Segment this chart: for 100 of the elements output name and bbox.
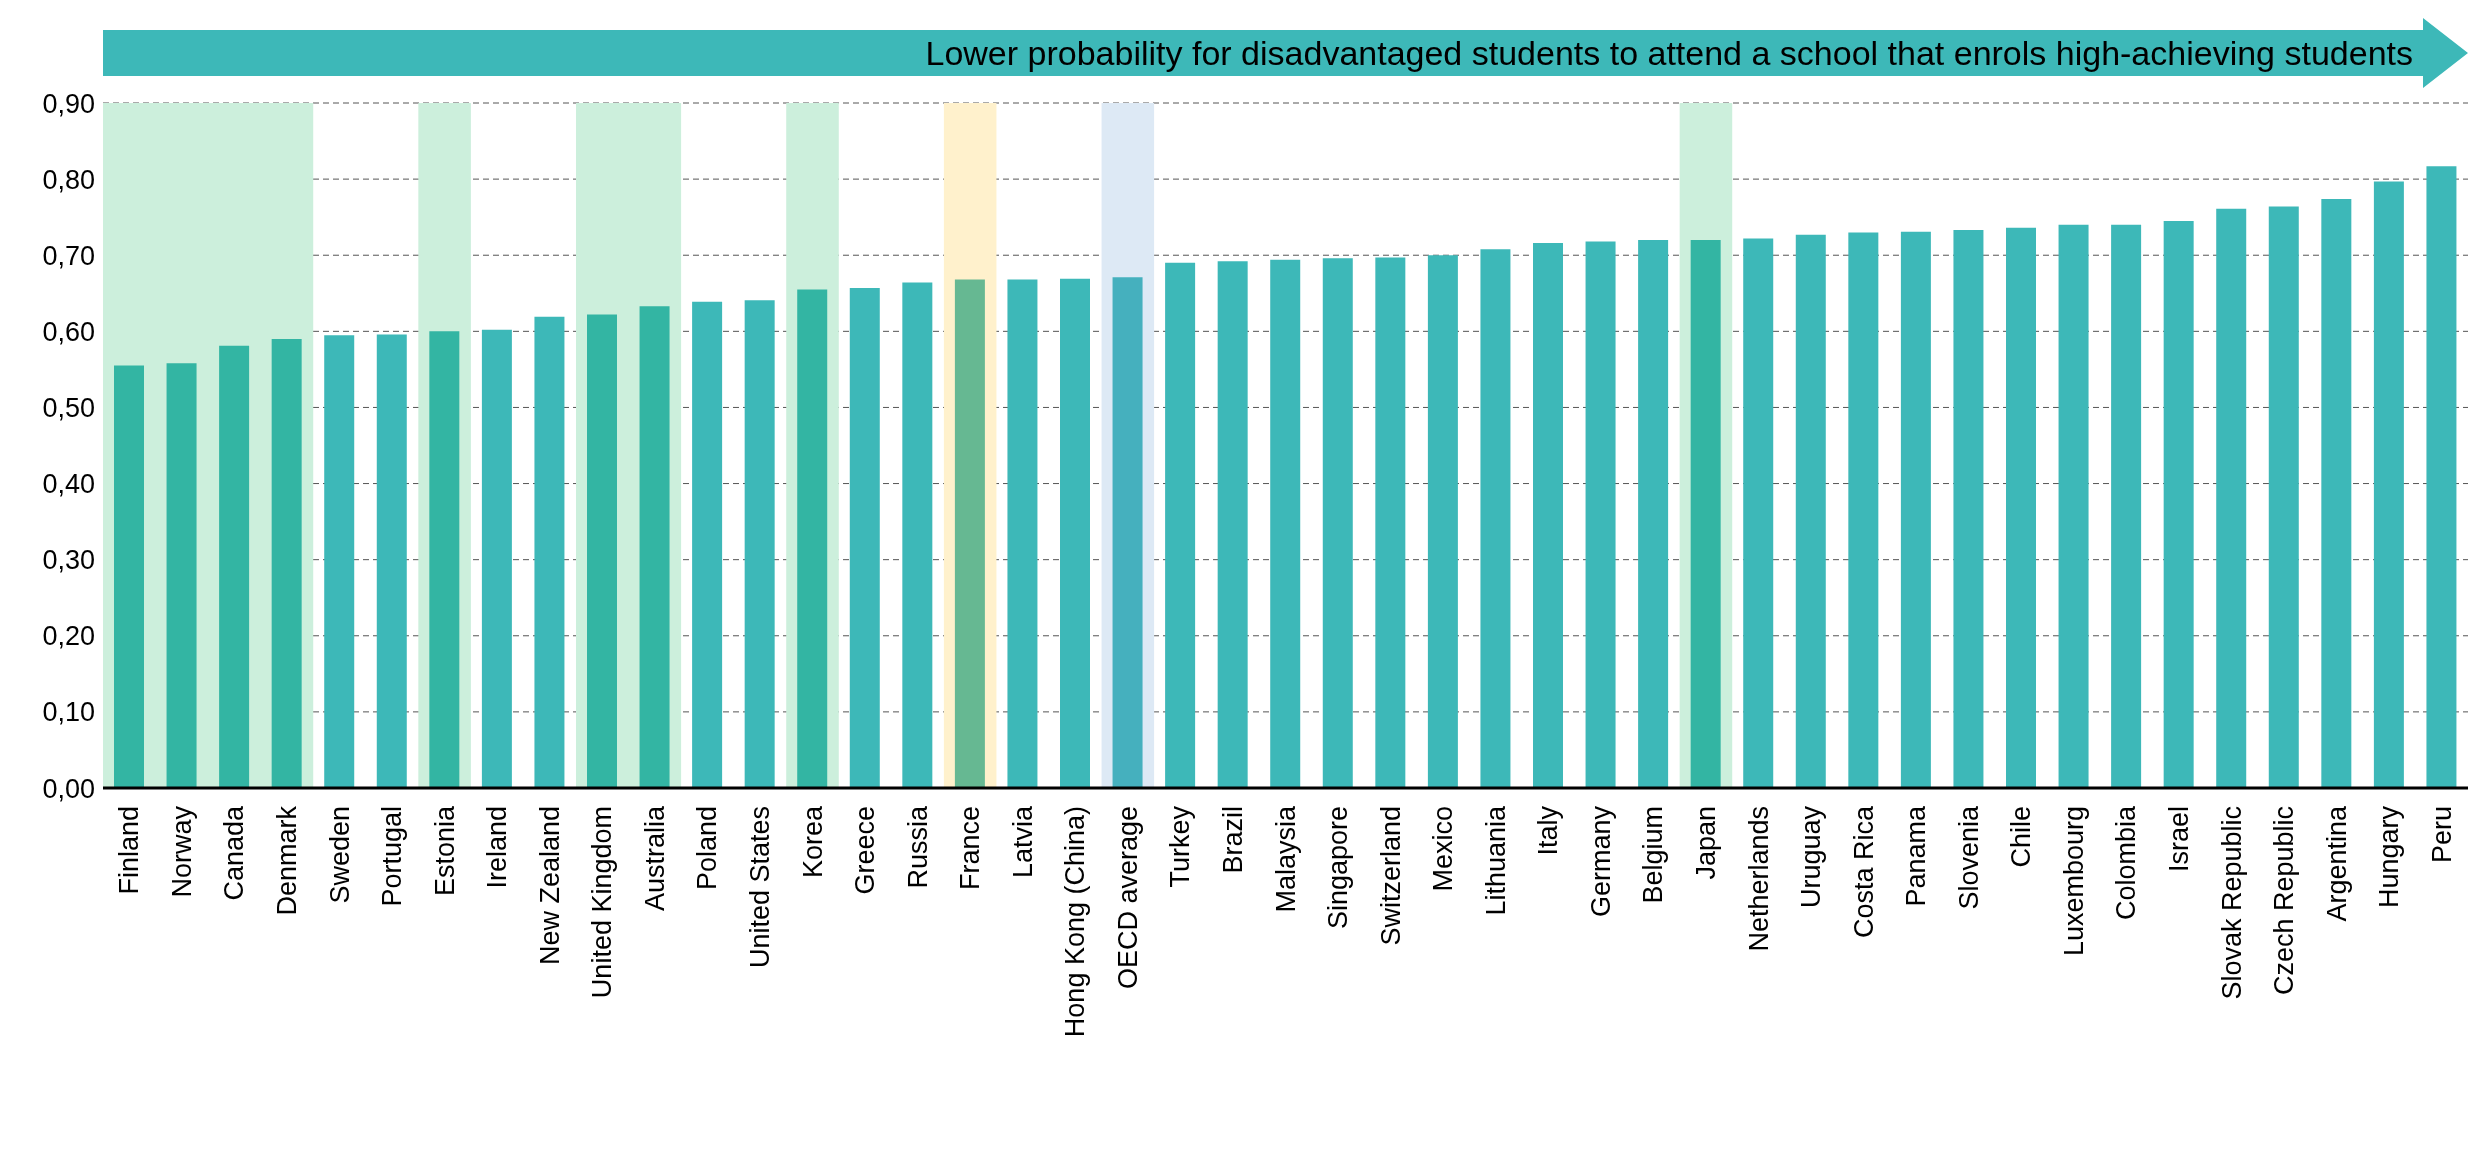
x-tick-label: Hong Kong (China) [1060,806,1091,1038]
bar [1743,238,1774,788]
y-tick-label: 0,10 [42,697,95,728]
x-tick-label: Uruguay [1796,805,1827,909]
x-tick-label: Belgium [1638,806,1669,904]
x-tick-label: Colombia [2111,805,2142,921]
bar [1165,262,1196,788]
x-tick-label: Netherlands [1743,806,1774,952]
y-tick-label: 0,90 [42,88,95,119]
bar [587,314,617,788]
bar [2268,206,2299,788]
bar [1217,261,1248,788]
x-tick-label: Latvia [1007,805,1038,879]
x-tick-label: Turkey [1165,805,1196,888]
x-tick-label: Sweden [324,806,355,904]
x-tick-label: Germany [1585,805,1616,918]
bar [1322,258,1353,788]
bar [1953,230,1984,788]
x-tick-label: Peru [2426,806,2457,864]
bar [166,363,197,788]
bar [219,345,250,788]
bar [1427,255,1458,788]
bar [1112,277,1143,788]
bar [481,329,512,788]
x-tick-label: Greece [850,806,881,895]
bar [1007,279,1038,788]
x-tick-label: United States [744,806,775,969]
x-tick-label: Portugal [377,806,408,907]
x-tick-label: Chile [2006,806,2037,868]
x-tick-label: Costa Rica [1848,805,1879,939]
x-tick-label: Japan [1690,806,1721,880]
bar [1060,278,1090,788]
x-tick-label: Slovenia [1953,805,1984,910]
bar [1375,257,1406,788]
x-tick-label: Malaysia [1270,805,1301,913]
x-tick-label: Denmark [271,805,302,916]
bar [1900,231,1931,788]
x-tick-label: Hungary [2374,805,2405,909]
x-tick-label: Switzerland [1375,806,1406,946]
x-tick-label: Mexico [1428,806,1459,892]
bar [429,331,460,788]
x-tick-label: France [955,806,986,891]
x-tick-label: Australia [639,805,670,912]
bar [1270,259,1301,788]
bar [1795,234,1826,788]
bar [2058,224,2089,788]
x-tick-label: Poland [692,806,723,891]
bar [1848,232,1879,788]
bar [1480,249,1511,788]
bar [797,289,828,788]
x-tick-label: Ireland [482,806,513,889]
y-tick-label: 0,80 [42,164,95,195]
bar [376,334,407,788]
x-tick-label: Israel [2163,806,2194,873]
bar [954,279,985,788]
bar [744,300,775,788]
x-tick-label: United Kingdom [587,806,618,999]
y-tick-label: 0,30 [42,545,95,576]
bar [902,282,933,788]
bar [2373,181,2404,788]
x-tick-label: Brazil [1217,806,1248,874]
x-tick-label: Czech Republic [2269,806,2300,996]
bar [692,301,723,788]
bar [324,335,355,788]
bar [114,365,144,788]
x-tick-label: Norway [166,805,197,898]
bar [1585,241,1616,788]
x-tick-label: New Zealand [534,806,565,966]
bar [2216,208,2247,788]
x-tick-label: Argentina [2321,805,2352,922]
x-tick-label: Canada [219,805,250,901]
bar [271,338,302,788]
bar [2321,198,2352,788]
y-tick-label: 0,70 [42,240,95,271]
bar [2111,224,2142,788]
y-tick-label: 0,50 [42,393,95,424]
x-tick-label: Korea [797,805,828,879]
x-tick-label: Lithuania [1480,805,1511,916]
x-tick-label: Luxembourg [2058,806,2089,957]
bar [534,316,565,788]
x-tick-label: OECD average [1112,806,1143,990]
y-tick-label: 0,00 [42,773,95,804]
bar [2006,227,2036,788]
x-tick-label: Singapore [1323,806,1354,930]
bar [849,287,880,788]
y-tick-label: 0,40 [42,469,95,500]
x-tick-label: Russia [902,805,933,889]
x-tick-label: Finland [114,806,145,895]
x-tick-label: Panama [1901,805,1932,907]
bar [1533,243,1563,788]
bar [639,306,670,788]
y-tick-label: 0,20 [42,621,95,652]
text: Lower probability for disadvantaged students to attend a school that enrols high-achieving students [925,33,2413,74]
bar [2163,220,2194,788]
y-tick-label: 0,60 [42,316,95,347]
bar [1638,240,1669,788]
bar [2426,166,2457,788]
x-tick-label: Slovak Republic [2216,806,2247,1000]
x-tick-label: Estonia [429,805,460,897]
x-tick-label: Italy [1533,805,1564,856]
